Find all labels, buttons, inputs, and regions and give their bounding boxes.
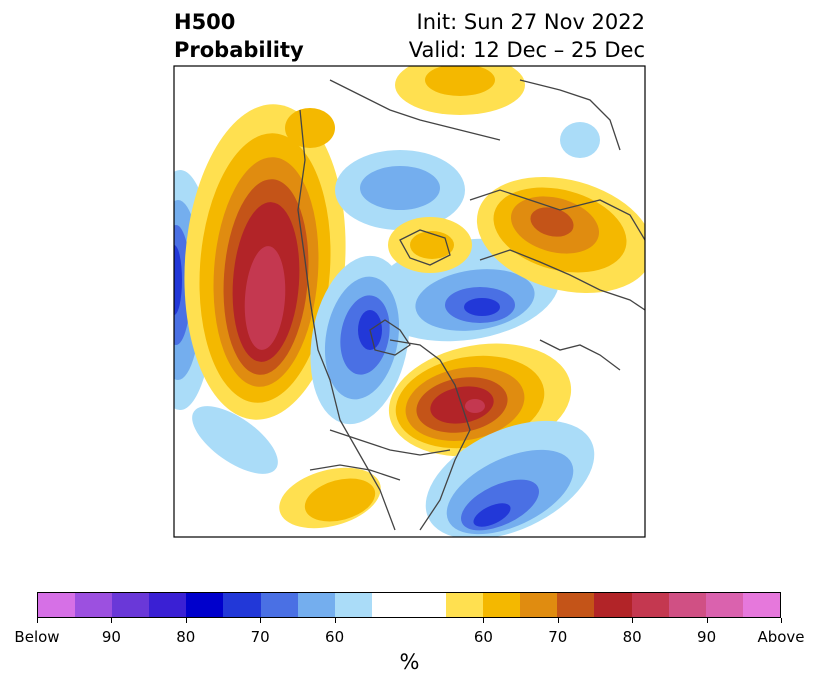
map-content (174, 66, 645, 537)
colorbar-tick (706, 618, 708, 623)
title-valid: Valid: 12 Dec – 25 Dec (408, 38, 645, 62)
colorbar-segment (75, 593, 113, 617)
coastlines (297, 79, 645, 531)
anomaly-siberia-above (285, 66, 525, 148)
map-frame (173, 65, 646, 538)
colorbar-segment (297, 593, 335, 617)
colorbar-segment (742, 593, 780, 617)
colorbar-segment (557, 593, 595, 617)
chart-title-left: H500 Probability (174, 8, 304, 64)
colorbar-tick-label: Above (757, 628, 805, 646)
title-init: Init: Sun 27 Nov 2022 (416, 10, 645, 34)
colorbar-segment (594, 593, 632, 617)
anomaly-pacific-above (184, 104, 346, 420)
title-variable: H500 (174, 10, 236, 34)
colorbar-segment (149, 593, 187, 617)
colorbar-segment (520, 593, 558, 617)
colorbar-segment (408, 593, 447, 617)
anomaly-europe-above (476, 176, 645, 294)
colorbar-segment (446, 593, 484, 617)
colorbar-tick (37, 618, 38, 623)
chart-title-right: Init: Sun 27 Nov 2022 Valid: 12 Dec – 25… (409, 8, 645, 64)
colorbar-segment (631, 593, 669, 617)
colorbar-segment (186, 593, 224, 617)
colorbar-tick (483, 618, 485, 623)
colorbar-unit: % (399, 650, 420, 674)
colorbar-tick-label: 80 (176, 628, 196, 646)
colorbar-segment (668, 593, 706, 617)
probability-map (173, 65, 646, 538)
colorbar-tick (632, 618, 634, 623)
colorbar-tick-label: 70 (250, 628, 270, 646)
colorbar-tick-label: 60 (325, 628, 345, 646)
colorbar-tick-label: 80 (622, 628, 642, 646)
anomaly-alaska-below (310, 255, 410, 425)
colorbar-segment (371, 593, 409, 617)
colorbar-tick (334, 618, 336, 623)
colorbar-labels: Below 90 80 70 60 60 70 80 90 Above (0, 628, 819, 648)
colorbar-tick-label: 70 (548, 628, 568, 646)
colorbar-tick (781, 618, 782, 623)
anomaly-atlantic-below (425, 420, 595, 537)
colorbar-tick (185, 618, 187, 623)
colorbar (37, 592, 781, 618)
title-product: Probability (174, 38, 304, 62)
colorbar-segment (260, 593, 298, 617)
anomaly-southwest-above (279, 467, 381, 529)
colorbar-tick (260, 618, 262, 623)
colorbar-tick-label: 90 (101, 628, 121, 646)
colorbar-segment (223, 593, 261, 617)
colorbar-segment (705, 593, 743, 617)
colorbar-tick-label: 90 (697, 628, 717, 646)
colorbar-tick-label: 60 (473, 628, 493, 646)
colorbar-segment (334, 593, 372, 617)
colorbar-segment (112, 593, 150, 617)
colorbar-tick (111, 618, 113, 623)
colorbar-segment (38, 593, 76, 617)
colorbar-segment (483, 593, 521, 617)
colorbar-tick (557, 618, 559, 623)
colorbar-tick-label: Below (14, 628, 60, 646)
